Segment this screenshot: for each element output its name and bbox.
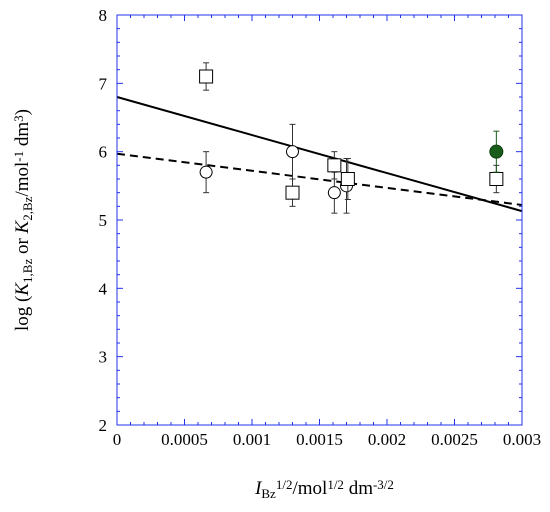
- solid-fit-line: [116, 96, 523, 213]
- axis-title-part: I: [254, 478, 263, 499]
- circle-marker: [327, 186, 341, 200]
- square-marker: [199, 69, 214, 84]
- square-marker: [285, 185, 300, 200]
- axis-title-part: dm: [344, 478, 373, 499]
- y-axis-title: log (K1,Bz or K2,Bz/mol-1 dm3): [11, 109, 35, 331]
- x-tick-label: 0.0025: [431, 430, 478, 449]
- ticks-layer: [116, 14, 523, 426]
- y-tick-label: 3: [99, 348, 108, 367]
- y-tick-label: 7: [99, 74, 108, 93]
- y-tick-label: 6: [99, 143, 108, 162]
- square-marker: [489, 172, 504, 186]
- x-tick-label: 0.0005: [161, 430, 208, 449]
- axis-title-part: log (: [12, 296, 33, 331]
- square-marker: [340, 172, 355, 186]
- axis-title-part: 1,Bz: [20, 259, 35, 283]
- filled-circle-marker: [489, 144, 504, 159]
- axis-title-part: /mol: [292, 478, 327, 499]
- axis-title-part: /mol: [12, 162, 33, 197]
- plot-frame: [116, 14, 523, 426]
- y-tick-label: 5: [99, 211, 108, 230]
- tick-labels-layer: 0 0.0005 0.001 0.0015 0.002 0.0025 0.003 2 3 4 5 6 7…: [99, 6, 542, 449]
- axis-title-part: 3: [11, 115, 26, 122]
- x-axis-title: IBz1/2/mol1/2 dm-3/2: [254, 477, 394, 501]
- y-tick-label: 2: [99, 416, 108, 435]
- axis-title-part: -1: [11, 151, 26, 162]
- fit-lines-layer: [116, 96, 523, 213]
- axis-title-part: Bz: [261, 486, 276, 501]
- axis-title-part: dm: [12, 122, 33, 151]
- x-tick-label: 0.0015: [296, 430, 343, 449]
- square-marker: [327, 158, 342, 173]
- axis-title-part: K: [12, 219, 33, 234]
- data-points-layer: [199, 62, 504, 214]
- circle-marker: [199, 165, 213, 179]
- x-tick-label: 0: [113, 430, 122, 449]
- y-tick-label: 8: [99, 6, 108, 25]
- x-tick-label: 0.002: [368, 430, 406, 449]
- dashed-fit-line: [116, 152, 523, 206]
- y-tick-label: 4: [99, 279, 108, 298]
- x-tick-label: 0.001: [233, 430, 271, 449]
- axis-title-part: 1/2: [276, 477, 293, 492]
- x-tick-label: 0.003: [503, 430, 541, 449]
- axis-title-part: -3/2: [373, 477, 394, 492]
- axis-title-part: K: [12, 282, 33, 297]
- axis-title-part: 1/2: [327, 477, 344, 492]
- axis-title-part: 2,Bz: [20, 196, 35, 220]
- circle-marker: [286, 145, 299, 159]
- axis-title-part: ): [12, 109, 33, 115]
- axis-title-part: or: [12, 233, 33, 258]
